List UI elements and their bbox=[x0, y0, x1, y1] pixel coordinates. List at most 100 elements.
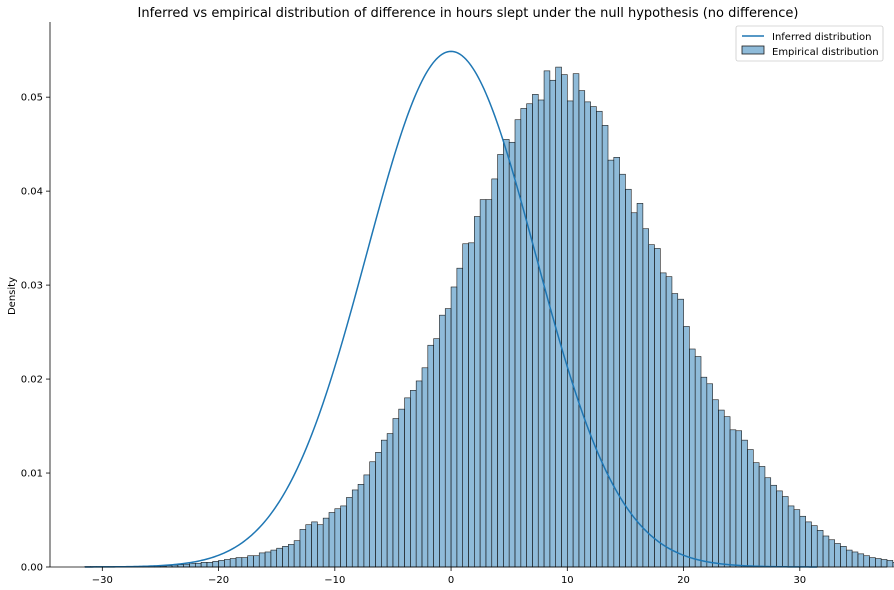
histogram-bar bbox=[561, 74, 568, 568]
histogram-bar bbox=[537, 99, 545, 568]
histogram-bar bbox=[229, 558, 237, 568]
histogram-bar bbox=[508, 141, 516, 568]
y-tick-label: 0.01 bbox=[21, 469, 43, 480]
histogram-bar bbox=[206, 562, 214, 568]
histogram-bar bbox=[799, 515, 806, 568]
histogram-bar bbox=[642, 228, 649, 568]
histogram-bar bbox=[404, 397, 411, 568]
inferred-curve-layer bbox=[84, 50, 818, 568]
histogram-bar bbox=[741, 439, 748, 568]
histogram-bar bbox=[299, 529, 307, 568]
histogram-bar bbox=[357, 484, 365, 568]
histogram-bar bbox=[706, 383, 713, 568]
histogram-bar bbox=[880, 559, 888, 568]
histogram-bar bbox=[596, 110, 603, 568]
histogram-bar bbox=[485, 199, 493, 568]
y-tick-label: 0.00 bbox=[21, 563, 43, 574]
histogram-bar bbox=[694, 356, 702, 568]
histogram-bar bbox=[526, 103, 533, 568]
histogram-bar bbox=[723, 416, 731, 568]
x-ticks: −30 −20 −10 0 10 20 30 bbox=[92, 567, 806, 586]
legend-frame bbox=[735, 25, 884, 62]
histogram-bar bbox=[282, 546, 289, 568]
histogram-bar bbox=[555, 66, 562, 568]
histogram-bar bbox=[607, 159, 615, 568]
legend-histogram-swatch bbox=[741, 45, 765, 55]
histogram-bar bbox=[218, 560, 225, 568]
histogram-bar bbox=[805, 521, 812, 568]
histogram-bar bbox=[572, 73, 580, 568]
histogram-bar bbox=[764, 477, 772, 568]
y-tick-label: 0.05 bbox=[21, 93, 43, 104]
histogram-bar bbox=[729, 429, 737, 568]
histogram-bar bbox=[305, 524, 312, 568]
histogram-bar bbox=[410, 390, 417, 568]
histogram-bar bbox=[351, 489, 359, 568]
histogram-bar bbox=[869, 557, 876, 568]
histogram-bar bbox=[677, 298, 684, 568]
histogram-bar bbox=[636, 203, 644, 568]
histogram-bar bbox=[532, 94, 539, 568]
histogram-bar bbox=[247, 555, 254, 568]
histogram-bar bbox=[613, 157, 620, 568]
histogram-bar bbox=[543, 70, 551, 568]
histogram-bar bbox=[264, 551, 272, 568]
histogram-bar bbox=[479, 199, 487, 568]
histogram-bars bbox=[84, 66, 894, 568]
histogram-bar bbox=[863, 555, 870, 568]
legend-label-inferred: Inferred distribution bbox=[772, 32, 871, 43]
histogram-bar bbox=[270, 549, 277, 568]
histogram-bar bbox=[415, 380, 423, 568]
histogram-bar bbox=[311, 521, 318, 568]
histogram-bar bbox=[200, 562, 208, 568]
x-tick-label: −10 bbox=[324, 575, 345, 586]
histogram-bar bbox=[857, 553, 865, 568]
histogram-bar bbox=[886, 560, 894, 568]
histogram-bar bbox=[392, 418, 400, 568]
histogram-bar bbox=[816, 530, 824, 568]
histogram-bar bbox=[793, 509, 801, 568]
histogram-bar bbox=[369, 461, 376, 568]
histogram-bar bbox=[747, 449, 754, 568]
histogram-bar bbox=[811, 525, 818, 568]
histogram-bar bbox=[787, 505, 795, 568]
histogram-bar bbox=[334, 508, 341, 568]
x-tick-label: −20 bbox=[208, 575, 229, 586]
histogram-bar bbox=[189, 562, 196, 568]
histogram-bar bbox=[654, 248, 661, 568]
histogram-bar bbox=[427, 344, 434, 568]
histogram-bar bbox=[503, 139, 510, 568]
histogram-bar bbox=[497, 154, 504, 568]
histogram-bar bbox=[584, 101, 591, 568]
histogram-bar bbox=[700, 376, 708, 568]
histogram-bar bbox=[241, 557, 248, 568]
histogram-bar bbox=[224, 559, 231, 568]
histogram-bar bbox=[834, 543, 841, 568]
histogram-bar bbox=[322, 517, 330, 568]
histogram-bar bbox=[683, 326, 690, 568]
histogram-bar bbox=[840, 546, 847, 568]
histogram-bar bbox=[712, 399, 719, 568]
histogram-bar bbox=[491, 178, 498, 568]
histogram-bar bbox=[735, 430, 742, 568]
histogram-bar bbox=[462, 243, 469, 568]
histogram-bar bbox=[689, 348, 696, 568]
histogram-bar bbox=[875, 558, 882, 568]
inferred-distribution-line bbox=[84, 50, 818, 568]
histogram-bar bbox=[851, 551, 859, 568]
histogram-bar bbox=[590, 106, 597, 568]
y-tick-label: 0.02 bbox=[21, 375, 43, 386]
histogram-bar bbox=[514, 119, 522, 568]
histogram-bar bbox=[375, 452, 382, 568]
histogram-bar bbox=[782, 496, 789, 568]
histogram-bar bbox=[474, 216, 481, 568]
x-tick-label: −30 bbox=[92, 575, 113, 586]
histogram-bar bbox=[601, 125, 609, 568]
histogram-bar bbox=[253, 555, 260, 568]
x-tick-label: 0 bbox=[448, 575, 454, 586]
histogram-bar bbox=[328, 512, 336, 568]
chart-title: Inferred vs empirical distribution of di… bbox=[138, 6, 799, 21]
histogram-bar bbox=[567, 100, 574, 568]
y-tick-label: 0.03 bbox=[21, 281, 43, 292]
